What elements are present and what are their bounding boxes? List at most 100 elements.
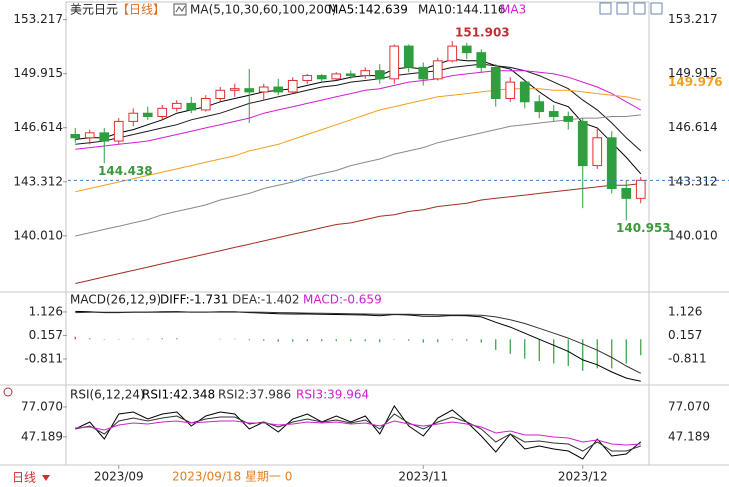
annotation: 151.903 [455, 26, 510, 40]
dropdown-arrow [42, 475, 50, 481]
ma-line [75, 88, 641, 193]
legend-entry: DEA:-1.402 [232, 293, 300, 307]
candle-body [432, 60, 443, 80]
candle-body [200, 97, 211, 111]
x-tick-label: 2023/11 [398, 470, 448, 484]
candle-body [142, 112, 153, 117]
y-tick-label-right: 1.126 [668, 304, 702, 318]
footer-period[interactable]: 日线 [12, 471, 36, 485]
candle-body [606, 137, 617, 190]
candle-body [302, 75, 313, 81]
candle-body [345, 73, 356, 77]
candle-body [461, 45, 472, 54]
symbol: 美元日元 [70, 3, 118, 17]
annotation: 149.976 [668, 75, 723, 89]
x-tick-label: 2023/12 [558, 470, 608, 484]
candle-body [186, 102, 197, 111]
candle-body [418, 66, 429, 80]
toolbar [599, 2, 663, 15]
candle-body [99, 132, 110, 142]
y-tick-label: 140.010 [13, 228, 63, 242]
ma-line [75, 413, 641, 452]
toolbar-button[interactable] [599, 2, 612, 15]
x-tick-label: 2023/09 [94, 470, 144, 484]
panel-title: MACD(26,12,9) [70, 293, 161, 307]
candle-body [70, 133, 81, 139]
legend-entry: MA5:142.639 [328, 3, 408, 17]
candle-body [577, 120, 588, 167]
ma-line [75, 405, 642, 460]
legend-entry: MACD:-0.659 [303, 293, 382, 307]
y-tick-label: 1.126 [29, 304, 63, 318]
candle-body [534, 101, 545, 113]
cursor-date: 2023/09/18 星期一 0 [172, 470, 292, 484]
y-tick-label-right: 143.312 [668, 174, 718, 188]
candle-body [635, 179, 646, 199]
legend-entry: RSI2:37.986 [218, 388, 291, 402]
candle-body [505, 81, 516, 99]
candle-body [563, 115, 574, 122]
candle-body [447, 45, 458, 62]
y-tick-label: -0.811 [24, 351, 63, 365]
ma-line [75, 183, 641, 284]
annotation: 144.438 [98, 164, 153, 178]
candle-body [128, 112, 139, 122]
y-tick-label: 146.614 [13, 120, 63, 134]
candle-body [113, 120, 124, 142]
candle-body [476, 52, 487, 68]
candle-body [84, 132, 95, 139]
legend-entry: RSI1:42.348 [142, 388, 215, 402]
ma-icon[interactable] [173, 3, 187, 16]
y-tick-label: 149.915 [13, 66, 63, 80]
candle-body [287, 79, 298, 93]
candle-body [374, 70, 385, 80]
candle-body [548, 111, 559, 117]
legend-entry: DIFF:-1.731 [160, 293, 228, 307]
candle-body [360, 70, 371, 77]
ma-line [75, 70, 642, 150]
annotation: 140.953 [616, 221, 671, 235]
candle-body [157, 107, 168, 117]
toolbar-button[interactable] [633, 2, 646, 15]
y-tick-label: 143.312 [13, 174, 63, 188]
candle-body [621, 188, 632, 199]
candle-body [490, 66, 501, 99]
y-tick-label-right: 47.189 [668, 429, 710, 443]
candle-body [273, 86, 284, 93]
panel-title: RSI(6,12,24) [70, 388, 145, 402]
toolbar-button[interactable] [616, 2, 629, 15]
candle-body [215, 89, 226, 99]
toolbar-button[interactable] [650, 2, 663, 15]
period: 【日线】 [117, 3, 165, 17]
ma-line [75, 58, 642, 175]
y-tick-label-right: 146.614 [668, 120, 718, 134]
panel-title: MA(5,10,30,60,100,200) [190, 3, 336, 17]
ma-line [75, 63, 642, 152]
candle-body [316, 75, 327, 80]
y-tick-label-right: 153.217 [668, 12, 718, 26]
candle-body [244, 88, 255, 93]
y-tick-label-right: 140.010 [668, 228, 718, 242]
legend-entry: RSI3:39.964 [296, 388, 369, 402]
y-tick-label: 153.217 [13, 12, 63, 26]
ma-line [75, 311, 642, 374]
candle-body [389, 45, 400, 80]
candle-body [171, 102, 182, 109]
settings-icon[interactable] [3, 387, 13, 397]
candle-body [519, 81, 530, 103]
y-tick-label: 77.070 [21, 399, 63, 413]
ma-icon-glyph [175, 5, 186, 13]
y-tick-label-right: 77.070 [668, 399, 710, 413]
y-tick-label: 47.189 [21, 429, 63, 443]
candle-body [592, 137, 603, 167]
y-tick-label-right: 0.157 [668, 328, 702, 342]
candle-body [229, 88, 240, 91]
y-tick-label-right: -0.811 [668, 351, 707, 365]
candle-body [258, 86, 269, 93]
candle-body [403, 45, 414, 68]
candle-body [331, 73, 342, 80]
legend-entry: MA10:144.116 [418, 3, 506, 17]
ma-line [75, 114, 641, 237]
